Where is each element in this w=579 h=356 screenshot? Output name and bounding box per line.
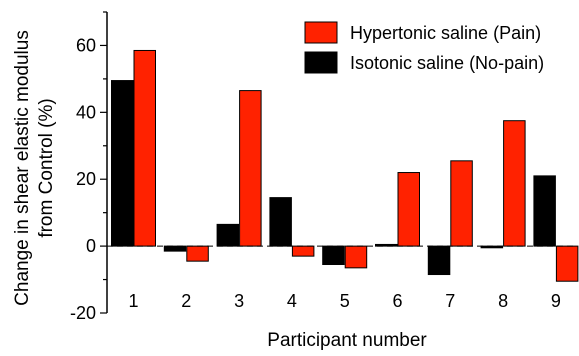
bar-hypertonic-participant-7	[450, 160, 473, 247]
y-tick-label: -20	[70, 303, 96, 323]
x-tick-label: 8	[498, 291, 508, 311]
bar-isotonic-participant-2	[163, 245, 187, 252]
y-axis-label: Change in shear elastic modulus from Con…	[12, 30, 57, 306]
x-axis-label: Participant number	[267, 330, 427, 351]
legend-label: Isotonic saline (No-pain)	[350, 53, 544, 73]
x-tick-label: 3	[234, 291, 244, 311]
bar-isotonic-participant-6	[375, 243, 398, 247]
bar-hypertonic-participant-1	[133, 49, 156, 247]
bar-hypertonic-participant-6	[397, 172, 420, 247]
bar-isotonic-participant-1	[111, 80, 134, 247]
bar-isotonic-participant-4	[269, 197, 292, 247]
x-tick-label: 9	[551, 291, 561, 311]
bar-hypertonic-participant-9	[555, 245, 579, 282]
bar-hypertonic-participant-2	[186, 245, 209, 262]
legend-label: Hypertonic saline (Pain)	[350, 23, 541, 43]
bar-hypertonic-participant-4	[291, 245, 315, 257]
x-tick-label: 1	[128, 291, 138, 311]
x-tick-label: 7	[445, 291, 455, 311]
x-tick-label: 5	[340, 291, 350, 311]
bar-isotonic-participant-3	[216, 223, 240, 247]
x-ticks-group: 1 2 3 4 5 6 7 8 9	[128, 291, 560, 311]
legend: Hypertonic saline (Pain) Isotonic saline …	[304, 21, 544, 74]
x-tick-label: 2	[181, 291, 191, 311]
legend-swatch	[304, 21, 338, 44]
bar-hypertonic-participant-5	[344, 245, 368, 269]
y-tick-label: 60	[76, 35, 96, 55]
bars-group	[111, 49, 579, 282]
legend-swatch	[304, 51, 338, 74]
bar-isotonic-participant-9	[533, 175, 556, 247]
y-tick-label: 20	[76, 169, 96, 189]
y-ticks-group: -20 0 20 40 60	[70, 11, 107, 323]
x-tick-label: 4	[287, 291, 297, 311]
y-tick-label: 40	[76, 102, 96, 122]
y-tick-label: 0	[86, 236, 96, 256]
bar-hypertonic-participant-8	[503, 120, 526, 247]
y-axis-label-line-2: from Control (%)	[36, 98, 57, 237]
bar-isotonic-participant-7	[427, 245, 451, 276]
y-axis-label-line-1: Change in shear elastic modulus	[12, 30, 33, 306]
bar-hypertonic-participant-3	[239, 90, 262, 247]
bar-isotonic-participant-5	[322, 245, 345, 266]
x-tick-label: 6	[392, 291, 402, 311]
